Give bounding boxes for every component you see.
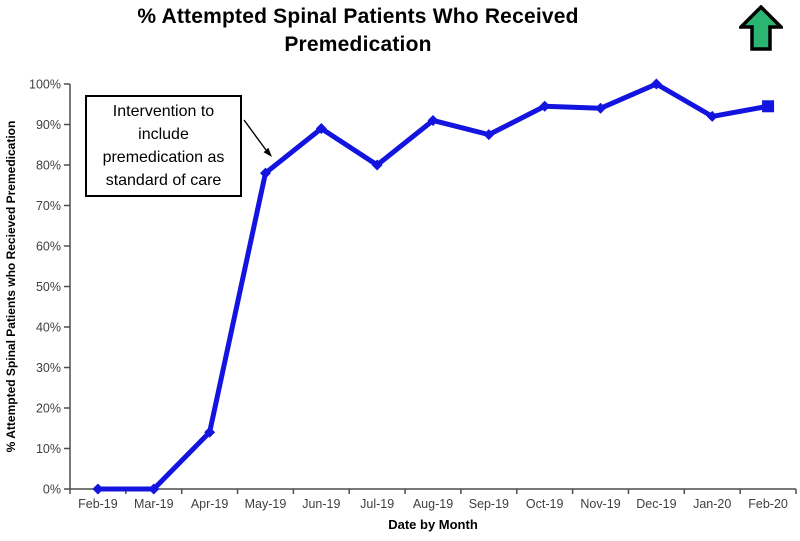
x-tick-label: Feb-20	[748, 497, 788, 511]
x-tick-label: Aug-19	[413, 497, 453, 511]
y-tick-label: 90%	[36, 118, 61, 132]
x-tick-label: Oct-19	[526, 497, 564, 511]
x-tick-label: Dec-19	[636, 497, 676, 511]
annotation-line-4: standard of care	[105, 172, 222, 189]
data-point-diamond	[539, 100, 551, 112]
x-tick-label: Jan-20	[693, 497, 731, 511]
y-tick-label: 80%	[36, 159, 61, 173]
green-up-arrow-icon	[736, 4, 786, 51]
annotation-arrow-line	[243, 119, 267, 151]
x-tick-label: Apr-19	[191, 497, 229, 511]
y-tick-label: 70%	[36, 199, 61, 213]
data-point-diamond	[92, 483, 104, 495]
y-tick-label: 50%	[36, 280, 61, 294]
data-point-diamond	[427, 114, 439, 126]
x-axis-title: Date by Month	[388, 517, 478, 532]
x-tick-label: May-19	[245, 497, 287, 511]
x-tick-label: Sep-19	[469, 497, 509, 511]
data-point-diamond	[706, 110, 718, 122]
chart-title-line1: % Attempted Spinal Patients Who Received	[137, 5, 579, 28]
y-tick-label: 10%	[36, 442, 61, 456]
data-point-diamond	[315, 123, 327, 135]
y-tick-label: 20%	[36, 402, 61, 416]
y-tick-label: 0%	[43, 483, 61, 497]
green-up-arrow-shape	[736, 4, 786, 51]
data-point-square	[762, 100, 775, 113]
y-axis-title: % Attempted Spinal Patients who Recieved…	[4, 121, 18, 453]
annotation-line-2: include	[138, 126, 189, 143]
data-point-diamond	[204, 426, 216, 438]
data-point-diamond	[259, 167, 271, 179]
chart-title: % Attempted Spinal Patients Who Received…	[0, 3, 716, 59]
y-tick-label: 30%	[36, 361, 61, 375]
data-point-diamond	[148, 483, 160, 495]
data-point-diamond	[650, 78, 662, 90]
y-tick-label: 60%	[36, 240, 61, 254]
x-tick-label: Mar-19	[134, 497, 174, 511]
data-point-diamond	[371, 159, 383, 171]
chart-title-line2: Premedication	[284, 33, 432, 56]
annotation-line-1: Intervention to	[112, 103, 215, 120]
x-tick-label: Nov-19	[580, 497, 620, 511]
annotation-box: Intervention to include premedication as…	[85, 95, 242, 197]
y-tick-label: 100%	[29, 78, 61, 92]
up-arrow-polygon	[736, 4, 786, 51]
x-tick-label: Jul-19	[360, 497, 394, 511]
x-tick-label: Feb-19	[78, 497, 118, 511]
data-point-diamond	[595, 102, 607, 114]
annotation-line-3: premedication as	[102, 149, 225, 166]
x-tick-label: Jun-19	[302, 497, 340, 511]
y-tick-label: 40%	[36, 321, 61, 335]
annotation-arrowhead	[263, 147, 272, 157]
data-point-diamond	[483, 129, 495, 141]
